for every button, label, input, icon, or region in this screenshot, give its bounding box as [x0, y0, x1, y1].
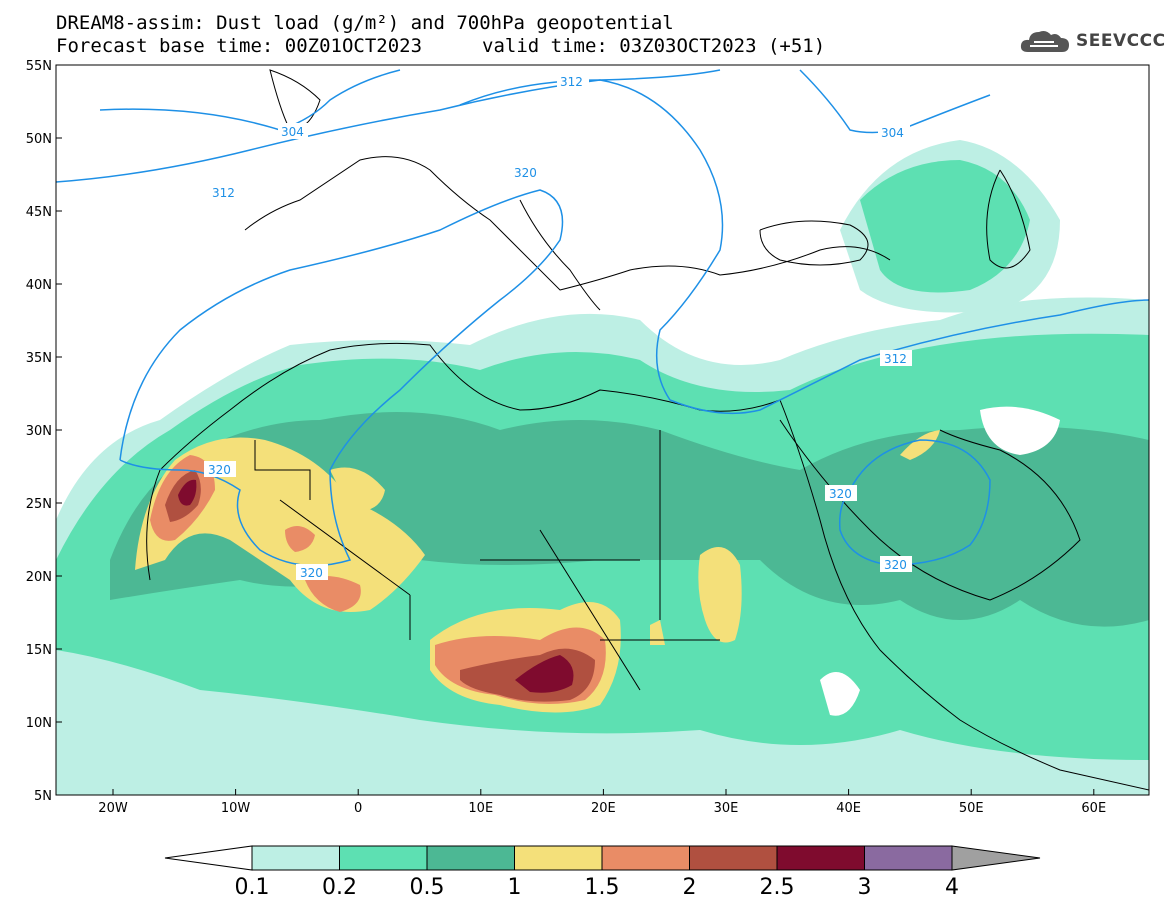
colorbar-swatch	[251, 845, 340, 871]
coastline-africa	[146, 342, 1149, 791]
lat-label: 5N	[34, 789, 52, 804]
coastline-black-sea	[759, 220, 869, 266]
contour-label-304-e: 304	[881, 126, 904, 140]
coastline-italy	[519, 199, 601, 311]
contour-label-312-w: 312	[212, 186, 235, 200]
contour-label-320-n: 320	[514, 166, 537, 180]
colorbar-swatch	[339, 845, 428, 871]
colorbar-label: 2.5	[760, 875, 795, 900]
lat-label: 10N	[26, 716, 52, 731]
lon-label: 60E	[1081, 801, 1106, 816]
lat-label: 25N	[26, 497, 52, 512]
geopotential-312-west	[56, 69, 721, 183]
lat-label: 35N	[26, 351, 52, 366]
colorbar-label: 0.2	[322, 875, 357, 900]
lat-label: 55N	[26, 59, 52, 74]
contour-label-304-w: 304	[281, 125, 304, 139]
colorbar-label: 2	[683, 875, 697, 900]
lat-label: 50N	[26, 132, 52, 147]
contour-label-320-e: 320	[829, 487, 852, 501]
colorbar-swatch	[689, 845, 778, 871]
contour-label-320-w: 320	[208, 463, 231, 477]
lat-label: 45N	[26, 205, 52, 220]
colorbar-swatch	[776, 845, 865, 871]
lon-label: 20E	[591, 801, 616, 816]
forecast-base-time: Forecast base time: 00Z01OCT2023	[56, 35, 423, 57]
geopotential-304-east	[799, 69, 991, 134]
lon-label: 0	[354, 801, 362, 816]
geopotential-320	[119, 189, 564, 567]
colorbar-swatch	[514, 845, 603, 871]
contour-label-320-se: 320	[884, 558, 907, 572]
lat-label: 30N	[26, 424, 52, 439]
lat-label: 40N	[26, 278, 52, 293]
lon-label: 30E	[714, 801, 739, 816]
lat-label: 15N	[26, 643, 52, 658]
colorbar-label: 3	[858, 875, 872, 900]
coastline-caspian	[986, 169, 1031, 269]
colorbar-label: 0.5	[410, 875, 445, 900]
colorbar-swatch	[601, 845, 690, 871]
colorbar-label: 4	[945, 875, 959, 900]
valid-time: valid time: 03Z03OCT2023 (+51)	[482, 35, 826, 57]
contour-label-312-n: 312	[560, 75, 583, 89]
lon-label: 10W	[221, 801, 251, 816]
geopotential-320-east	[838, 439, 991, 566]
colorbar: 0.1 0.2 0.5 1 1.5 2 2.5 3 4	[164, 845, 1041, 900]
dust-level-2.5	[178, 479, 197, 506]
colorbar-label: 1.5	[585, 875, 620, 900]
coastline-europe	[244, 156, 891, 291]
latitude-axis: 55N 50N 45N 40N 35N 30N 25N 20N 15N 10N 5N	[26, 59, 62, 804]
map-title: DREAM8-assim: Dust load (g/m²) and 700hP…	[56, 12, 674, 34]
coastline-arabia	[779, 419, 1081, 601]
logo-text: SEEVCCC	[1076, 31, 1165, 51]
lon-label: 40E	[836, 801, 861, 816]
colorbar-swatch	[864, 845, 953, 871]
longitude-axis: 20W 10W 0 10E 20E 30E 40E 50E 60E	[98, 789, 1106, 816]
lon-label: 20W	[98, 801, 128, 816]
cloud-icon	[1020, 31, 1069, 52]
contour-label-320-s: 320	[300, 566, 323, 580]
colorbar-lower-arrow	[164, 845, 253, 871]
colorbar-label: 0.1	[235, 875, 270, 900]
geopotential-312-north	[459, 79, 1149, 415]
lat-label: 20N	[26, 570, 52, 585]
colorbar-label: 1	[508, 875, 522, 900]
lon-label: 10E	[468, 801, 493, 816]
coastline-britain	[269, 69, 321, 131]
colorbar-upper-arrow	[951, 845, 1041, 871]
colorbar-swatch	[426, 845, 515, 871]
seevccc-logo: SEEVCCC	[1018, 26, 1165, 56]
lon-label: 50E	[959, 801, 984, 816]
contour-label-312-e: 312	[884, 352, 907, 366]
